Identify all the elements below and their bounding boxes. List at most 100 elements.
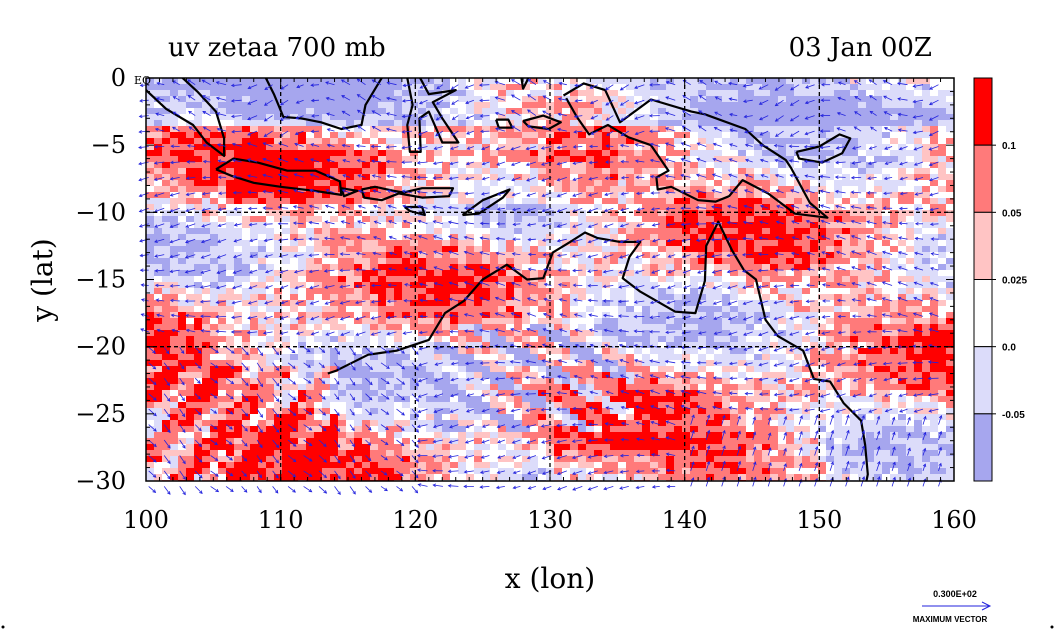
field-cell: [842, 210, 851, 217]
field-cell: [434, 258, 443, 265]
field-cell: [842, 246, 851, 253]
field-cell: [706, 216, 715, 223]
field-cell: [642, 222, 651, 229]
field-cell: [554, 90, 563, 97]
field-cell: [474, 102, 483, 109]
field-cell: [714, 348, 723, 355]
field-cell: [930, 192, 939, 199]
field-cell: [154, 108, 163, 115]
field-cell: [850, 276, 859, 283]
field-cell: [410, 294, 419, 301]
field-cell: [322, 264, 331, 271]
field-cell: [626, 300, 635, 307]
field-cell: [250, 342, 259, 349]
field-cell: [594, 174, 603, 181]
field-cell: [450, 108, 459, 115]
field-cell: [418, 342, 427, 349]
field-cell: [562, 84, 571, 91]
field-cell: [626, 366, 635, 373]
field-cell: [730, 300, 739, 307]
field-cell: [626, 234, 635, 241]
field-cell: [602, 228, 611, 235]
field-cell: [226, 252, 235, 259]
field-cell: [314, 276, 323, 283]
field-cell: [602, 144, 611, 151]
field-cell: [842, 168, 851, 175]
field-cell: [242, 264, 251, 271]
field-cell: [706, 156, 715, 163]
field-cell: [378, 354, 387, 361]
field-cell: [306, 162, 315, 169]
field-cell: [642, 120, 651, 127]
field-cell: [282, 276, 291, 283]
field-cell: [202, 120, 211, 127]
field-cell: [602, 348, 611, 355]
field-cell: [650, 162, 659, 169]
field-cell: [450, 144, 459, 151]
field-cell: [194, 186, 203, 193]
field-cell: [314, 252, 323, 259]
field-cell: [522, 270, 531, 277]
field-cell: [826, 192, 835, 199]
field-cell: [274, 126, 283, 133]
field-cell: [530, 360, 539, 367]
field-cell: [338, 240, 347, 247]
field-cell: [826, 216, 835, 223]
field-cell: [490, 156, 499, 163]
field-cell: [386, 360, 395, 367]
field-cell: [162, 330, 171, 337]
field-cell: [458, 156, 467, 163]
field-cell: [362, 198, 371, 205]
field-cell: [922, 204, 931, 211]
field-cell: [354, 360, 363, 367]
field-cell: [290, 294, 299, 301]
field-cell: [578, 84, 587, 91]
field-cell: [906, 192, 915, 199]
field-cell: [322, 108, 331, 115]
field-cell: [650, 84, 659, 91]
field-cell: [442, 228, 451, 235]
field-cell: [250, 270, 259, 277]
field-cell: [658, 366, 667, 373]
field-cell: [554, 162, 563, 169]
field-cell: [642, 348, 651, 355]
field-cell: [650, 324, 659, 331]
field-cell: [258, 294, 267, 301]
field-cell: [482, 156, 491, 163]
field-cell: [626, 318, 635, 325]
field-cell: [178, 96, 187, 103]
field-cell: [450, 348, 459, 355]
field-cell: [618, 192, 627, 199]
field-cell: [346, 246, 355, 253]
field-cell: [674, 306, 683, 313]
field-cell: [610, 324, 619, 331]
field-cell: [178, 138, 187, 145]
field-cell: [922, 162, 931, 169]
field-cell: [914, 174, 923, 181]
field-cell: [626, 330, 635, 337]
field-cell: [226, 246, 235, 253]
field-cell: [834, 228, 843, 235]
field-cell: [538, 252, 547, 259]
field-cell: [786, 240, 795, 247]
field-cell: [698, 90, 707, 97]
field-cell: [674, 90, 683, 97]
field-cell: [218, 318, 227, 325]
field-cell: [522, 102, 531, 109]
field-cell: [322, 84, 331, 91]
field-cell: [146, 354, 155, 361]
field-cell: [818, 138, 827, 145]
field-cell: [658, 282, 667, 289]
field-cell: [642, 330, 651, 337]
field-cell: [666, 210, 675, 217]
field-cell: [474, 246, 483, 253]
field-cell: [258, 258, 267, 265]
field-cell: [850, 336, 859, 343]
field-cell: [674, 270, 683, 277]
field-cell: [202, 300, 211, 307]
field-cell: [818, 366, 827, 373]
field-cell: [210, 270, 219, 277]
field-cell: [154, 324, 163, 331]
field-cell: [850, 186, 859, 193]
field-cell: [570, 90, 579, 97]
